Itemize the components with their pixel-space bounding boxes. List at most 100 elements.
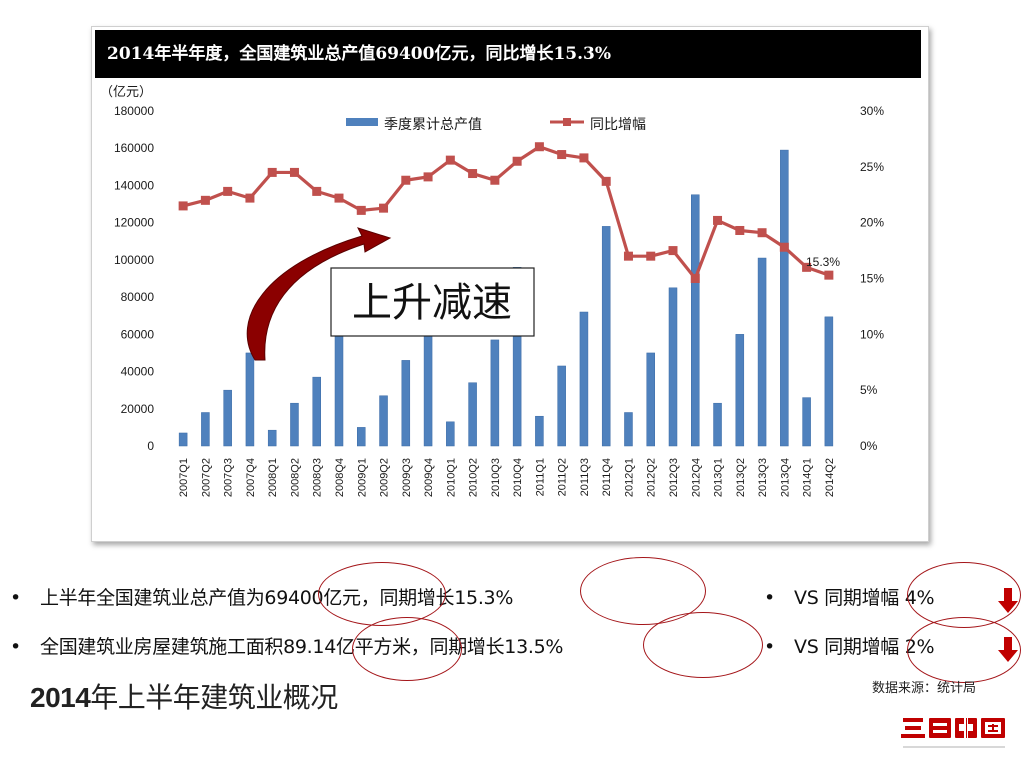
right-axis-tick-label: 10% [860, 327, 884, 341]
x-axis-tick-label: 2009Q2 [379, 458, 391, 497]
line-point [557, 150, 567, 160]
growth-line [182, 145, 830, 281]
bar [468, 382, 477, 447]
left-axis-tick-label: 0 [147, 439, 154, 453]
bar [245, 352, 255, 447]
data-source-note: 数据来源：统计局 [872, 681, 977, 696]
line-point [668, 246, 678, 256]
callout-text: 上升减速 [352, 280, 512, 326]
x-axis-tick-label: 2013Q2 [735, 458, 747, 497]
bar [178, 432, 188, 447]
line-point [512, 156, 522, 166]
bar [735, 334, 745, 447]
line-point [757, 228, 767, 238]
bar [802, 397, 811, 447]
bar [713, 402, 722, 447]
highlight-ellipse-89-14 [352, 617, 462, 681]
line-point [534, 142, 544, 152]
line-point [579, 153, 589, 163]
x-axis-tick-label: 2014Q1 [802, 458, 814, 497]
highlight-ellipse-13-5 [643, 612, 763, 678]
y-unit-label: （亿元） [100, 84, 152, 99]
right-axis-tick-label: 30% [860, 104, 884, 118]
x-axis-tick-label: 2008Q1 [267, 458, 279, 497]
x-axis-tick-label: 2013Q3 [757, 458, 769, 497]
bar [557, 365, 566, 447]
bar [401, 360, 411, 447]
line-point [445, 155, 455, 165]
x-axis-tick-label: 2010Q4 [512, 458, 524, 497]
x-axis-tick-label: 2009Q4 [423, 458, 435, 497]
legend-line-marker [563, 118, 571, 126]
bar [824, 316, 834, 447]
legend-bar-swatch [346, 118, 378, 126]
bullet-right-1: • VS 同期增幅 4% [764, 587, 935, 609]
x-axis-tick-label: 2011Q3 [579, 458, 591, 496]
x-axis-tick-label: 2010Q1 [445, 458, 457, 497]
line-point [289, 167, 299, 177]
left-axis-tick-label: 140000 [114, 178, 154, 192]
highlight-ellipse-2pct [907, 617, 1021, 683]
line-point [824, 270, 834, 280]
line-point [802, 262, 812, 272]
x-axis-tick-label: 2008Q3 [312, 458, 324, 497]
x-axis-tick-label: 2007Q2 [200, 458, 212, 497]
bar [624, 412, 633, 447]
bar [267, 429, 277, 447]
x-axis-tick-label: 2007Q1 [178, 458, 190, 497]
line-point [490, 175, 500, 185]
bar [490, 339, 500, 447]
bar [312, 376, 321, 447]
down-arrow-icon [998, 637, 1018, 662]
bar [646, 352, 655, 447]
legend-bar-label: 季度累计总产值 [384, 116, 482, 132]
line-point [379, 203, 389, 213]
x-axis-tick-label: 2011Q1 [534, 458, 546, 496]
x-axis-tick-label: 2009Q3 [401, 458, 413, 497]
highlight-ellipse-69400 [318, 562, 446, 626]
line-point [401, 175, 411, 185]
line-point [223, 186, 233, 196]
line-point [623, 251, 633, 261]
bar [601, 226, 611, 447]
x-axis-ticks: 2007Q1 2007Q2 2007Q3 2007Q4 2008Q1 2008Q2 2008… [178, 458, 836, 497]
line-point [468, 169, 478, 179]
bar [691, 194, 700, 447]
x-axis-tick-label: 2007Q4 [245, 458, 257, 497]
x-axis-tick-label: 2013Q4 [779, 458, 791, 497]
line-point [690, 274, 700, 283]
down-arrow-icon [998, 588, 1018, 613]
x-axis-tick-label: 2013Q1 [713, 458, 725, 497]
x-axis-tick-label: 2012Q1 [623, 458, 635, 497]
company-logo [901, 718, 1005, 748]
right-axis-tick-label: 5% [860, 383, 878, 397]
line-point [735, 225, 745, 235]
x-axis-tick-label: 2010Q3 [490, 458, 502, 497]
left-axis-tick-label: 160000 [114, 141, 154, 155]
x-axis-tick-label: 2008Q4 [334, 458, 346, 497]
line-point [267, 167, 277, 177]
x-axis-tick-label: 2008Q2 [289, 458, 301, 497]
right-axis-tick-label: 0% [860, 439, 878, 453]
bullet-left-2: • 全国建筑业房屋建筑施工面积89.14亿平方米，同期增长13.5% [10, 636, 564, 658]
bar [223, 389, 232, 447]
line-point [200, 195, 210, 205]
bar-series [178, 149, 834, 447]
bullet-right-2: • VS 同期增幅 2% [764, 636, 935, 658]
x-axis-tick-label: 2009Q1 [356, 458, 368, 497]
bar [201, 412, 210, 447]
callout-box [330, 267, 535, 337]
bar [535, 415, 544, 447]
left-axis-tick-label: 100000 [114, 253, 154, 267]
line-point [646, 251, 656, 261]
x-axis-tick-label: 2012Q4 [690, 458, 702, 497]
line-point [779, 242, 789, 252]
bar [446, 421, 455, 447]
right-axis-tick-label: 20% [860, 216, 884, 230]
x-axis-tick-label: 2011Q2 [557, 458, 569, 496]
line-point [178, 201, 188, 211]
last-point-label: 15.3% [806, 255, 840, 269]
x-axis-tick-label: 2012Q3 [668, 458, 680, 497]
x-axis-tick-label: 2010Q2 [468, 458, 480, 497]
